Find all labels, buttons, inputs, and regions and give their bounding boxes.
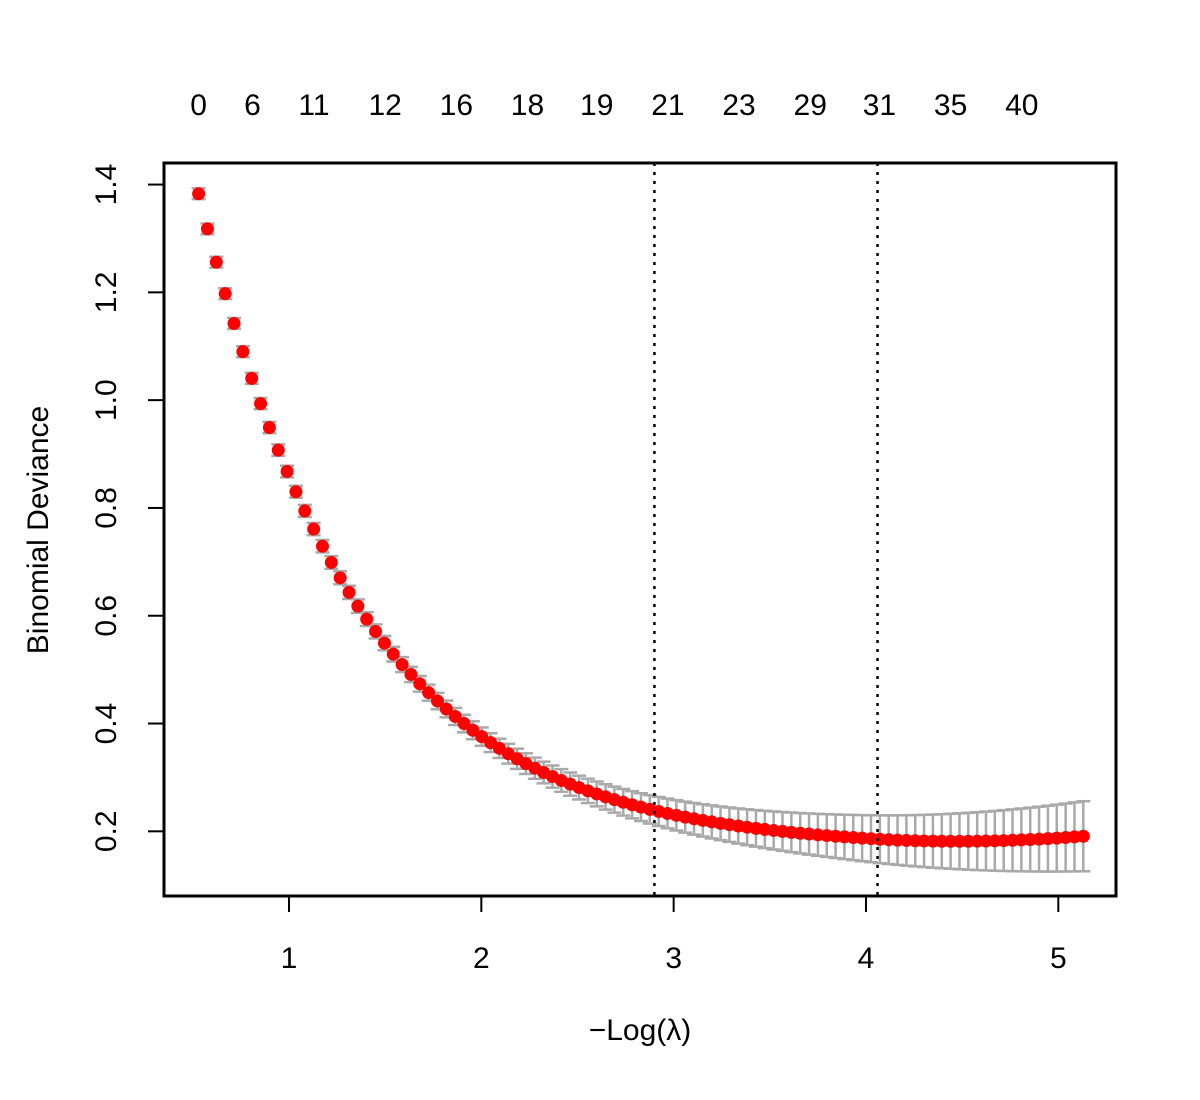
data-point <box>369 624 383 638</box>
y-axis: 0.2 0.4 0.6 0.8 1.0 1.2 1.4 <box>90 164 165 852</box>
top-axis-label: 40 <box>1005 89 1038 122</box>
data-point <box>271 443 285 457</box>
data-point <box>413 677 427 691</box>
data-point <box>315 539 329 553</box>
top-axis-label: 29 <box>794 89 827 122</box>
data-point <box>457 717 471 731</box>
data-point <box>430 694 444 708</box>
y-tick-label: 1.2 <box>90 271 123 313</box>
data-points <box>192 187 1090 848</box>
data-point <box>422 686 436 700</box>
data-point <box>289 485 303 499</box>
top-axis-label: 16 <box>440 89 473 122</box>
data-point <box>218 287 232 301</box>
data-point <box>298 504 312 518</box>
data-point <box>386 647 400 661</box>
data-point <box>395 658 409 672</box>
top-axis-label: 21 <box>651 89 684 122</box>
y-tick-label: 0.8 <box>90 487 123 529</box>
data-point <box>351 599 365 613</box>
data-point <box>377 636 391 650</box>
y-tick-label: 1.4 <box>90 164 123 206</box>
data-point <box>245 371 259 385</box>
data-point <box>404 667 418 681</box>
x-tick-label: 1 <box>281 942 298 975</box>
top-axis-label: 12 <box>368 89 401 122</box>
y-tick-label: 0.2 <box>90 810 123 852</box>
data-point <box>324 555 338 569</box>
data-point <box>192 187 206 201</box>
top-axis-label: 0 <box>190 89 207 122</box>
top-axis-label: 6 <box>244 89 261 122</box>
data-point <box>236 345 250 359</box>
data-point <box>448 709 462 723</box>
data-point <box>360 612 374 626</box>
top-axis-label: 11 <box>298 89 329 122</box>
x-tick-label: 3 <box>665 942 682 975</box>
top-axis-label: 19 <box>580 89 613 122</box>
data-point <box>333 571 347 585</box>
data-point <box>439 702 453 716</box>
top-axis-label: 31 <box>863 89 896 122</box>
y-tick-label: 0.4 <box>90 703 123 745</box>
y-tick-label: 1.0 <box>90 379 123 421</box>
y-tick-label: 0.6 <box>90 595 123 637</box>
data-point <box>254 397 268 411</box>
top-axis-label: 18 <box>511 89 544 122</box>
data-point <box>280 465 294 479</box>
data-point <box>262 420 276 434</box>
data-point <box>200 222 214 236</box>
data-point <box>342 585 356 599</box>
top-axis-nonzero-counts: 0 6 11 12 16 18 19 21 23 29 31 35 40 <box>190 89 1038 122</box>
top-axis-label: 35 <box>934 89 967 122</box>
x-tick-label: 2 <box>473 942 490 975</box>
x-tick-label: 4 <box>858 942 875 975</box>
data-point <box>1076 829 1090 843</box>
data-point <box>209 255 223 269</box>
x-axis-title: −Log(λ) <box>589 1014 692 1047</box>
x-axis: 1 2 3 4 5 <box>281 895 1067 975</box>
top-axis-label: 23 <box>722 89 755 122</box>
y-axis-title: Binomial Deviance <box>22 406 55 654</box>
x-tick-label: 5 <box>1050 942 1067 975</box>
data-point <box>227 316 241 330</box>
data-point <box>307 522 321 536</box>
